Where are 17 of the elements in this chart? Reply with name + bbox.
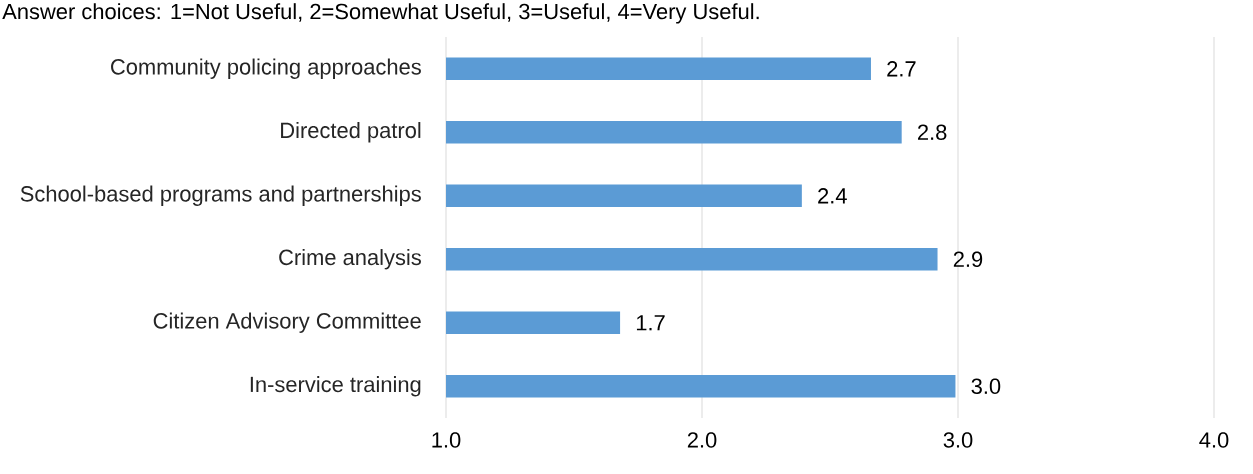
- y-tick-label: Crime analysis: [279, 249, 421, 270]
- y-tick-label: Citizen Advisory Committee: [153, 312, 421, 333]
- data-label: 2.7: [887, 61, 916, 77]
- data-label: 1.7: [636, 315, 665, 331]
- chart-title: Answer choices: 1=Not Useful, 2=Somewhat Useful, 3=Useful, 4=Very Useful.: [2, 3, 759, 24]
- data-label: 2.4: [818, 188, 847, 204]
- y-tick-label: Directed patrol: [281, 122, 421, 143]
- x-tick-label: 3.0: [943, 432, 973, 448]
- x-tick-label: 1.0: [432, 432, 461, 448]
- data-label: 2.9: [953, 251, 983, 268]
- y-tick-label: Community policing approaches: [111, 58, 421, 79]
- data-label: 3.0: [971, 378, 1001, 395]
- x-tick-label: 2.0: [687, 432, 717, 448]
- y-tick-label: School-based programs and partnerships: [20, 185, 421, 206]
- x-tick-label: 4.0: [1199, 432, 1229, 448]
- y-tick-label: In-service training: [250, 376, 421, 397]
- data-label: 2.8: [917, 124, 947, 141]
